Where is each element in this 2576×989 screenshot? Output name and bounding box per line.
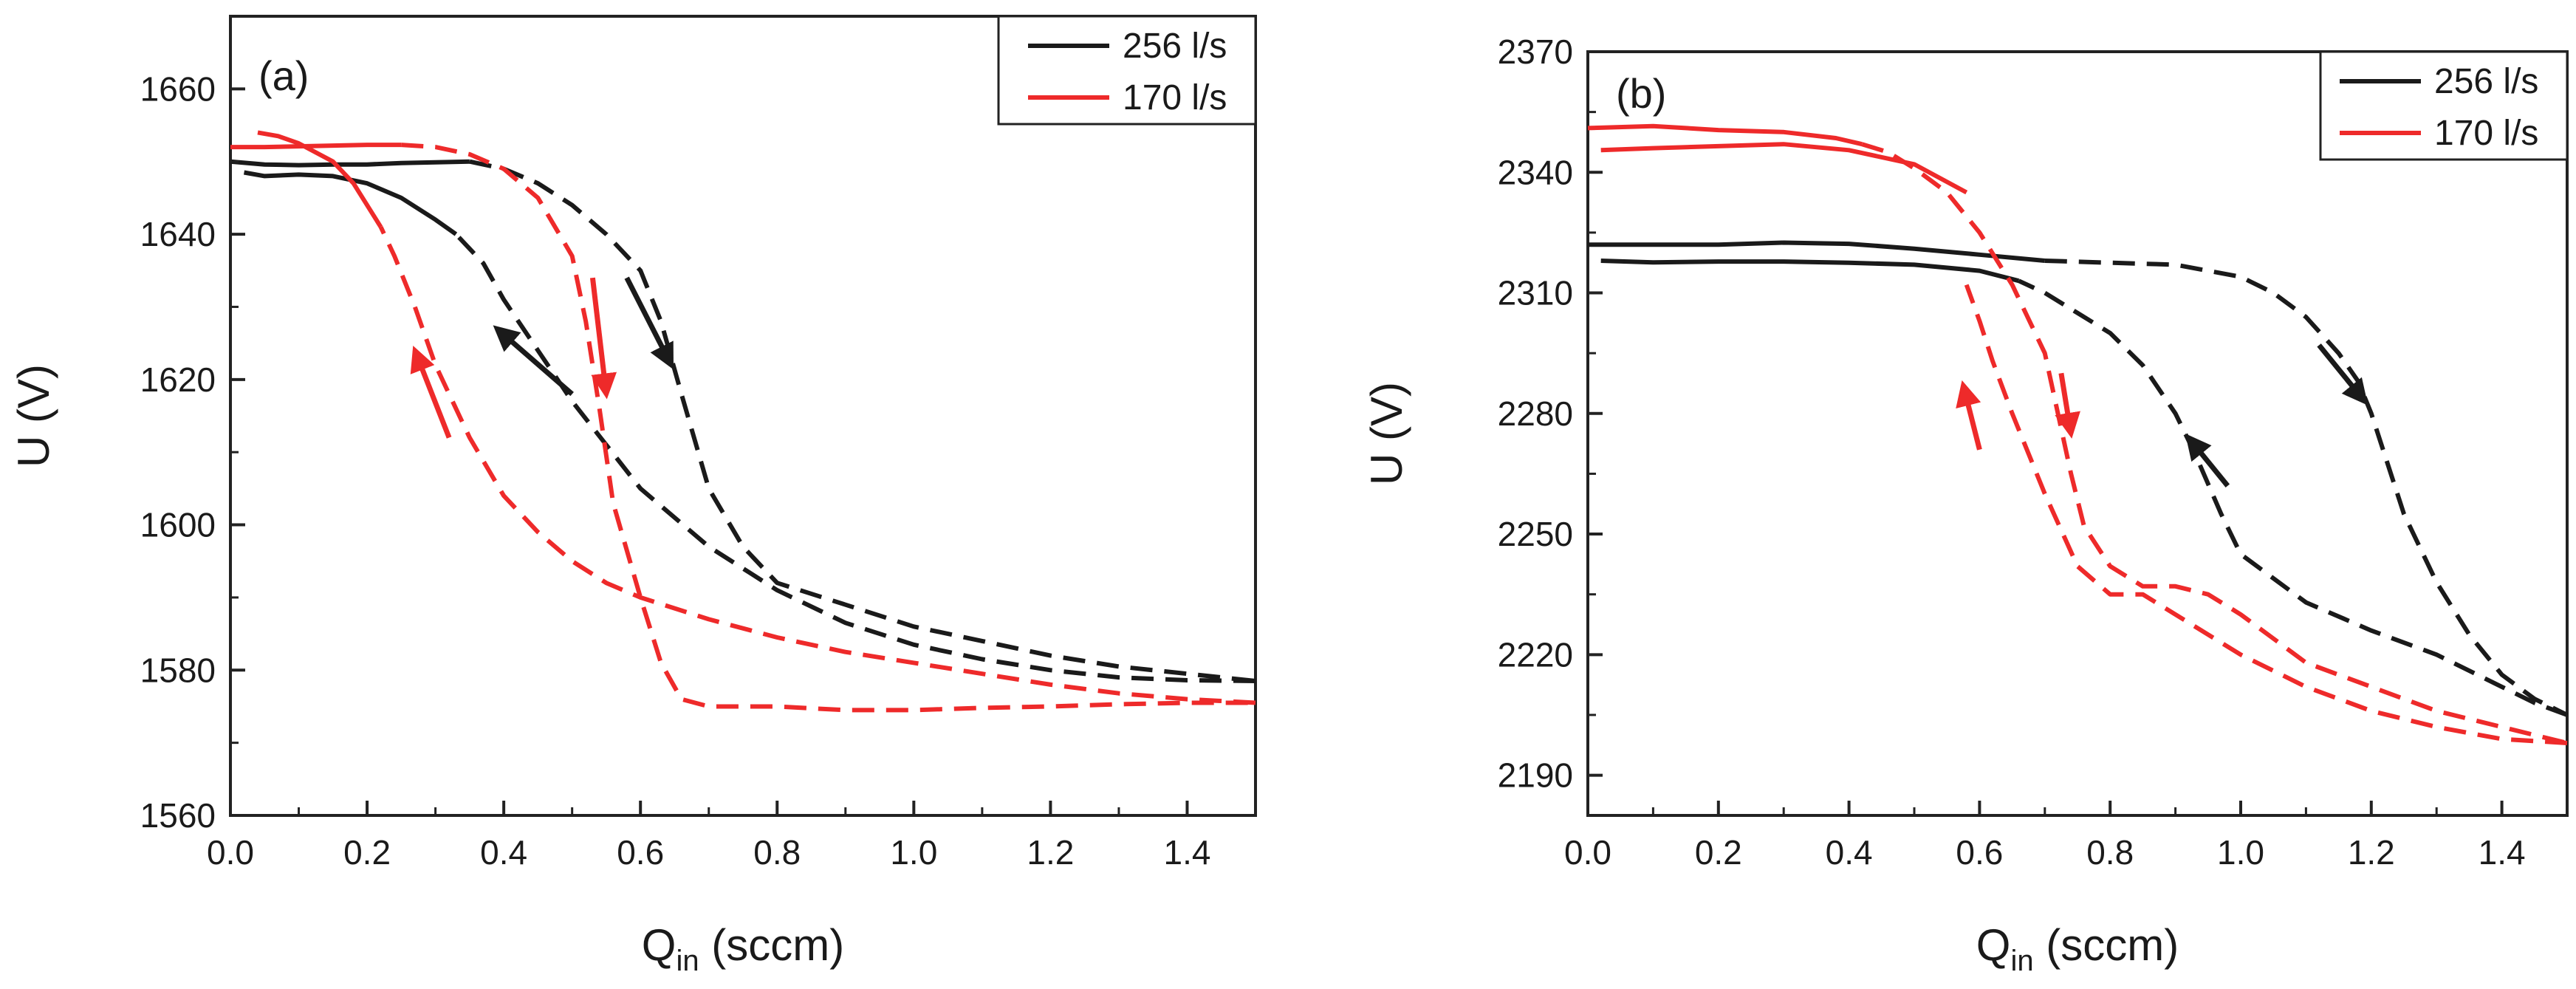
x-tick-label: 0.4 [1826, 833, 1873, 872]
x-axis-title-subscript: in [2010, 945, 2033, 977]
x-tick-label: 0.4 [480, 833, 527, 872]
x-tick-label: 0.6 [1956, 833, 2003, 872]
direction-arrow [493, 325, 574, 397]
legend-box [2319, 50, 2569, 161]
x-tick-label: 1.4 [2479, 833, 2526, 872]
x-tick-label: 0.2 [1695, 833, 1742, 872]
x-axis-title-subscript: in [676, 945, 699, 977]
y-axis-title: U (V) [1362, 382, 1411, 485]
x-tick-label: 0.0 [1564, 833, 1611, 872]
y-tick-label: 2370 [1498, 32, 1573, 71]
series-line-256-l-s-up-dashed [2044, 259, 2569, 717]
y-tick-label: 2280 [1498, 394, 1573, 433]
series-line-170-l-s-up-dashed [401, 143, 1256, 713]
x-tick-label: 1.0 [890, 833, 937, 872]
series-line-256-l-s-up-solid [1588, 240, 2046, 263]
series-line-170-l-s-down-solid [257, 130, 383, 228]
series-line-256-l-s-down-dashed [454, 233, 1256, 683]
x-tick-label: 0.8 [2086, 833, 2134, 872]
x-tick-label: 1.2 [2348, 833, 2395, 872]
legend-label-256: 256 l/s [2434, 62, 2538, 101]
y-tick-label: 2310 [1498, 274, 1573, 312]
y-tick-label: 1660 [140, 69, 216, 108]
y-tick-label: 2220 [1498, 635, 1573, 674]
series-line-256-l-s-down-solid [1600, 259, 2020, 284]
y-tick-label: 1620 [140, 360, 216, 399]
y-tick-label: 2250 [1498, 515, 1573, 553]
direction-arrow [589, 277, 617, 400]
x-tick-label: 1.4 [1163, 833, 1210, 872]
y-tick-label: 1640 [140, 215, 216, 253]
x-tick-label: 0.0 [207, 833, 254, 872]
panel-label: (b) [1616, 70, 1666, 117]
chart-panel-b: 0.0 0.2 0.4 0.6 0.8 1.0 1.2 1.4 2190 2220 2250 228… [1362, 32, 2569, 977]
legend-box [997, 15, 1257, 126]
x-tick-label: 0.6 [617, 833, 664, 872]
x-axis-title-unit: (sccm) [699, 920, 845, 970]
x-axis-title-main: Q [642, 920, 676, 970]
legend: 256 l/s 170 l/s [2319, 50, 2569, 161]
y-tick-label: 1560 [140, 796, 216, 835]
series-line-256-l-s-up-solid [230, 159, 470, 168]
y-tick-label: 1580 [140, 651, 216, 689]
legend-label-256: 256 l/s [1123, 27, 1227, 66]
legend: 256 l/s 170 l/s [997, 15, 1257, 126]
y-tick-label: 2190 [1498, 756, 1573, 795]
plot-area-frame [229, 15, 1257, 817]
chart-panel-a: 0.0 0.2 0.4 0.6 0.8 1.0 1.2 1.4 1560 1580 1600 162… [9, 15, 1257, 977]
series-line-170-l-s-down-solid [1600, 142, 1968, 195]
x-tick-label: 0.2 [343, 833, 391, 872]
series-line-170-l-s-up-dashed [1861, 142, 2568, 745]
y-tick-label: 2340 [1498, 153, 1573, 191]
series-line-170-l-s-down-dashed [378, 226, 1256, 705]
x-axis-title: Qin (sccm) [642, 920, 844, 977]
y-tick-label: 1600 [140, 506, 216, 544]
direction-arrow [1956, 380, 1982, 451]
direction-arrow [410, 345, 452, 439]
direction-arrow [2185, 434, 2230, 487]
x-axis-title-unit: (sccm) [2034, 920, 2179, 970]
y-axis-title: U (V) [9, 364, 58, 468]
series-line-256-l-s-down-dashed [2018, 278, 2569, 717]
series-line-170-l-s-down-dashed [1964, 284, 2568, 745]
panel-label: (a) [258, 52, 309, 99]
x-axis-title: Qin (sccm) [1976, 920, 2179, 977]
plot-area-frame [1586, 50, 2569, 817]
legend-label-170: 170 l/s [1123, 78, 1227, 117]
legend-label-170: 170 l/s [2434, 114, 2538, 153]
direction-arrow [2055, 372, 2080, 439]
x-tick-label: 1.0 [2217, 833, 2264, 872]
series-line-256-l-s-up-dashed [469, 159, 1256, 683]
x-axis-title-main: Q [1976, 920, 2011, 970]
direction-arrow [2317, 343, 2368, 405]
x-tick-label: 1.2 [1027, 833, 1074, 872]
x-tick-label: 0.8 [753, 833, 801, 872]
direction-arrow [624, 276, 674, 370]
series-line-170-l-s-up-solid [230, 143, 402, 150]
series-line-170-l-s-up-solid [1587, 123, 1863, 147]
